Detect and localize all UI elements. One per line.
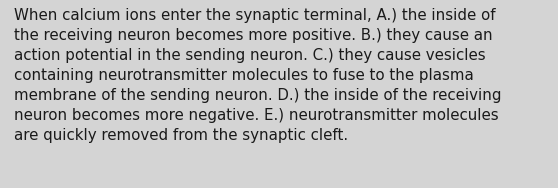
Text: When calcium ions enter the synaptic terminal, A.) the inside of
the receiving n: When calcium ions enter the synaptic ter… xyxy=(14,8,502,143)
